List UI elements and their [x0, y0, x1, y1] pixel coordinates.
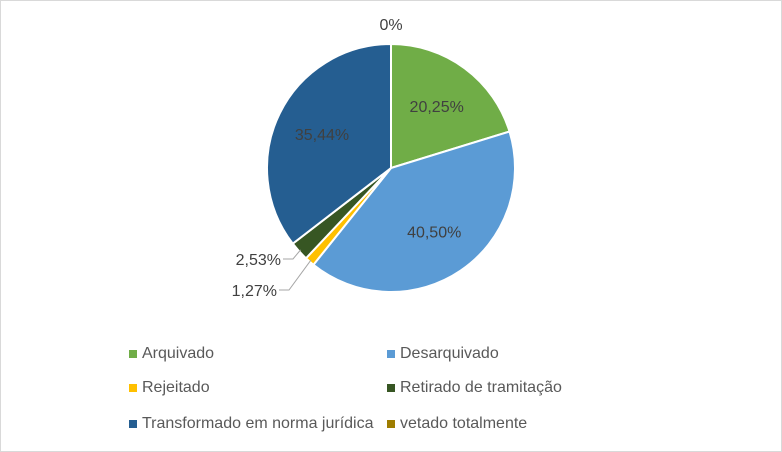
legend-swatch-rejeitado [129, 384, 137, 392]
pie-slice-transformado-em-norma-juridica [266, 42, 392, 246]
leader-line-rejeitado [279, 259, 312, 291]
data-label-rejeitado: 1,27% [232, 283, 277, 300]
legend-swatch-vetado-totalmente [387, 420, 395, 428]
legend-swatch-desarquivado [387, 350, 395, 358]
legend-label-arquivado: Arquivado [142, 345, 215, 362]
legend-label-retirado-de-tramitacao: Retirado de tramitação [400, 379, 562, 396]
legend-item-vetado-totalmente: vetado totalmente [387, 414, 527, 434]
pie-slice-desarquivado [312, 130, 516, 293]
legend-item-arquivado: Arquivado [129, 344, 214, 364]
legend-swatch-retirado-de-tramitacao [387, 384, 395, 392]
data-label-transformado-em-norma-juridica: 35,44% [295, 127, 349, 144]
data-labels: 20,25% 40,50% 1,27% 2,53% 35,44% 0% [232, 17, 464, 300]
leader-line-retirado-de-tramitacao [283, 249, 301, 260]
pie-slice-arquivado [390, 42, 511, 170]
leader-lines [279, 249, 312, 291]
pie-slices [266, 42, 516, 293]
data-label-retirado-de-tramitacao: 2,53% [236, 252, 281, 269]
legend-swatch-arquivado [129, 350, 137, 358]
data-label-vetado-totalmente: 0% [379, 17, 402, 34]
legend-item-retirado-de-tramitacao: Retirado de tramitação [387, 378, 562, 398]
legend-label-transformado-em-norma-juridica: Transformado em norma jurídica [142, 415, 374, 432]
legend-label-rejeitado: Rejeitado [142, 379, 210, 396]
legend-item-desarquivado: Desarquivado [387, 344, 499, 364]
legend-swatch-transformado-em-norma-juridica [129, 420, 137, 428]
data-label-desarquivado: 40,50% [407, 225, 461, 242]
legend-item-rejeitado: Rejeitado [129, 378, 210, 398]
legend-label-desarquivado: Desarquivado [400, 345, 499, 362]
legend-item-transformado-em-norma-juridica: Transformado em norma jurídica [129, 414, 374, 434]
legend-label-vetado-totalmente: vetado totalmente [400, 415, 528, 432]
data-label-arquivado: 20,25% [410, 99, 464, 116]
